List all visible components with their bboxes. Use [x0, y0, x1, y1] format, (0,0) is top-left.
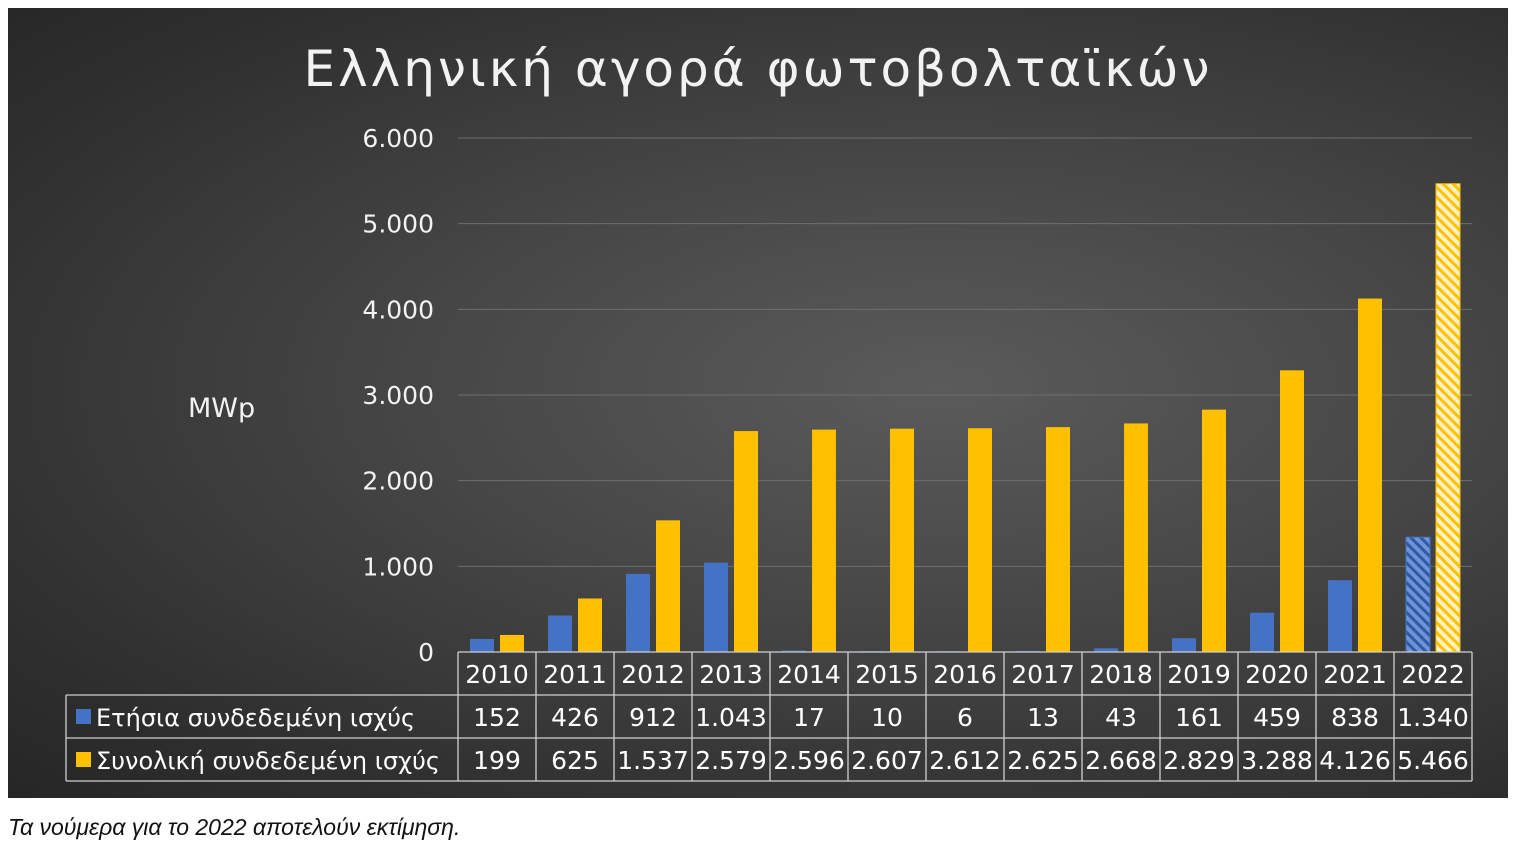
y-axis-label: MWp	[188, 393, 256, 424]
x-tick-label: 2022	[1401, 660, 1465, 689]
annual-value-2011: 426	[551, 703, 599, 732]
annual-value-2010: 152	[473, 703, 521, 732]
x-tick-label: 2015	[855, 660, 919, 689]
cumulative-bar-2010	[500, 634, 524, 652]
x-tick-label: 2012	[621, 660, 685, 689]
annual-value-2017: 13	[1027, 703, 1059, 732]
annual-value-2013: 1.043	[695, 703, 767, 732]
annual-bar-2014	[782, 650, 806, 652]
cumulative-value-2015: 2.607	[851, 746, 923, 775]
legend-label-cumulative: Συνολική συνδεδεμένη ισχύς	[96, 747, 440, 775]
x-tick-label: 2014	[777, 660, 841, 689]
annual-value-2022: 1.340	[1397, 703, 1469, 732]
chart-panel: 0 1.000 2.000 3.000 4.000 5.000 6.000 2010 2011…	[8, 8, 1508, 798]
cumulative-value-2021: 4.126	[1319, 746, 1391, 775]
legend-key-annual	[76, 709, 91, 724]
cumulative-bar-2015	[890, 428, 914, 652]
x-tick-label: 2013	[699, 660, 763, 689]
annual-value-2014: 17	[793, 703, 825, 732]
annual-value-2019: 161	[1175, 703, 1223, 732]
cumulative-bar-2013	[734, 431, 758, 652]
cumulative-bar-2011	[578, 598, 602, 652]
legend-label-annual: Ετήσια συνδεδεμένη ισχύς	[96, 704, 415, 732]
cumulative-bar-2020	[1280, 370, 1304, 652]
cumulative-value-2017: 2.625	[1007, 746, 1079, 775]
annual-value-2021: 838	[1331, 703, 1379, 732]
annual-value-2018: 43	[1105, 703, 1137, 732]
cumulative-bar-2018	[1124, 423, 1148, 652]
legend-key-cumulative	[76, 752, 91, 767]
cumulative-bar-2016	[968, 428, 992, 652]
caption: Τα νούμερα για το 2022 αποτελούν εκτίμησ…	[8, 814, 461, 840]
cumulative-bar-2019	[1202, 409, 1226, 652]
annual-bar-2012	[626, 573, 650, 652]
annual-value-2012: 912	[629, 703, 677, 732]
annual-value-2015: 10	[871, 703, 903, 732]
annual-bar-2019	[1172, 638, 1196, 652]
y-tick-label: 5.000	[362, 210, 434, 239]
annual-bar-2010	[470, 638, 494, 652]
cumulative-value-2019: 2.829	[1163, 746, 1235, 775]
x-tick-label: 2017	[1011, 660, 1075, 689]
annual-bar-2021	[1328, 580, 1352, 652]
y-tick-label: 0	[418, 638, 434, 667]
annual-value-2020: 459	[1253, 703, 1301, 732]
x-tick-label: 2020	[1245, 660, 1309, 689]
cumulative-bar-2017	[1046, 427, 1070, 652]
x-tick-label: 2021	[1323, 660, 1387, 689]
annual-value-2016: 6	[957, 703, 973, 732]
x-tick-label: 2019	[1167, 660, 1231, 689]
annual-bar-2018	[1094, 648, 1118, 652]
x-tick-label: 2016	[933, 660, 997, 689]
cumulative-bar-2014	[812, 429, 836, 652]
chart-title: Ελληνική αγορά φωτοβολταϊκών	[303, 40, 1213, 98]
y-tick-label: 2.000	[362, 467, 434, 496]
annual-bar-2011	[548, 615, 572, 652]
cumulative-bar-2021	[1358, 298, 1382, 652]
x-tick-label: 2018	[1089, 660, 1153, 689]
cumulative-value-2022: 5.466	[1397, 746, 1469, 775]
cumulative-value-2020: 3.288	[1241, 746, 1313, 775]
cumulative-value-2012: 1.537	[617, 746, 689, 775]
cumulative-value-2016: 2.612	[929, 746, 1001, 775]
cumulative-value-2013: 2.579	[695, 746, 767, 775]
cumulative-value-2010: 199	[473, 746, 521, 775]
annual-bar-2020	[1250, 612, 1274, 652]
y-tick-label: 1.000	[362, 552, 434, 581]
y-tick-label: 3.000	[362, 381, 434, 410]
cumulative-value-2011: 625	[551, 746, 599, 775]
cumulative-bar-2022	[1435, 183, 1461, 653]
annual-bar-2022	[1405, 536, 1431, 653]
y-tick-label: 4.000	[362, 295, 434, 324]
x-tick-label: 2011	[543, 660, 607, 689]
cumulative-bar-2012	[656, 520, 680, 652]
y-tick-label: 6.000	[362, 124, 434, 153]
chart-plot: 0 1.000 2.000 3.000 4.000 5.000 6.000 2010 2011…	[65, 124, 1473, 782]
cumulative-value-2014: 2.596	[773, 746, 845, 775]
annual-bar-2013	[704, 562, 728, 652]
cumulative-value-2018: 2.668	[1085, 746, 1157, 775]
x-tick-label: 2010	[465, 660, 529, 689]
